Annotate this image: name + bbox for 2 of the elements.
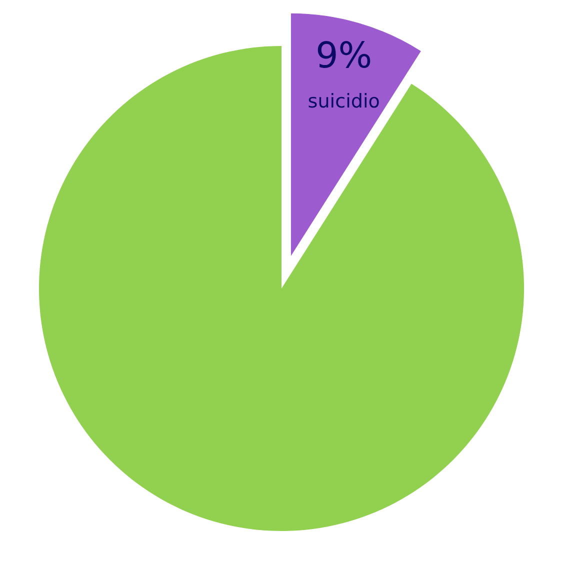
data-label: 9% [316,36,372,77]
slice-label: suicidio [308,89,380,112]
